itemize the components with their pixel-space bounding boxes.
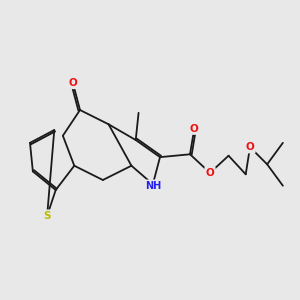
Text: NH: NH xyxy=(145,181,161,191)
Text: S: S xyxy=(44,211,51,221)
Text: O: O xyxy=(246,142,254,152)
Text: O: O xyxy=(206,168,214,178)
Text: O: O xyxy=(190,124,199,134)
Text: O: O xyxy=(68,78,77,88)
